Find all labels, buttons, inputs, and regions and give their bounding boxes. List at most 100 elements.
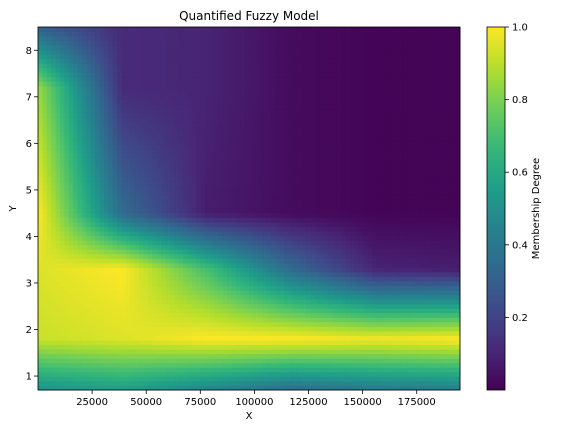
heatmap-cell	[301, 213, 307, 218]
heatmap-cell	[279, 154, 285, 159]
heatmap-cell	[389, 208, 395, 214]
heatmap-cell	[183, 344, 188, 350]
heatmap-cell	[306, 312, 311, 318]
heatmap-cell	[183, 190, 188, 196]
heatmap-cell	[200, 185, 206, 191]
heatmap-cell	[416, 326, 421, 332]
heatmap-cell	[165, 367, 171, 373]
heatmap-cell	[446, 176, 452, 182]
heatmap-cell	[46, 331, 52, 336]
heatmap-cell	[275, 362, 281, 368]
heatmap-cell	[205, 312, 210, 318]
heatmap-cell	[288, 272, 294, 277]
heatmap-cell	[275, 335, 281, 341]
heatmap-cell	[191, 231, 197, 237]
heatmap-cell	[125, 340, 131, 346]
heatmap-cell	[218, 362, 224, 368]
heatmap-cell	[125, 376, 131, 382]
heatmap-cell	[213, 262, 219, 268]
heatmap-cell	[209, 222, 215, 228]
heatmap-cell	[354, 371, 360, 377]
heatmap-cell	[301, 326, 307, 332]
heatmap-cell	[314, 380, 320, 386]
heatmap-cell	[121, 181, 127, 187]
heatmap-cell	[336, 376, 342, 382]
heatmap-cell	[314, 154, 320, 159]
heatmap-cell	[376, 385, 382, 391]
heatmap-cell	[411, 213, 417, 218]
heatmap-cell	[398, 158, 404, 164]
heatmap-cell	[68, 335, 74, 341]
heatmap-cell	[354, 340, 360, 346]
heatmap-cell	[73, 258, 78, 264]
heatmap-cell	[59, 362, 65, 368]
heatmap-cell	[174, 267, 180, 273]
heatmap-cell	[161, 249, 166, 255]
heatmap-cell	[372, 176, 377, 182]
heatmap-cell	[345, 349, 351, 355]
heatmap-cell	[297, 222, 303, 228]
heatmap-cell	[196, 290, 202, 296]
heatmap-cell	[77, 272, 83, 277]
heatmap-cell	[200, 244, 206, 250]
heatmap-cell	[455, 217, 461, 223]
heatmap-cell	[310, 290, 316, 296]
heatmap-cell	[130, 371, 136, 377]
heatmap-cell	[319, 226, 325, 232]
heatmap-cell	[134, 154, 140, 159]
heatmap-cell	[319, 203, 325, 209]
heatmap-cell	[402, 272, 408, 277]
heatmap-cell	[42, 321, 48, 327]
heatmap-cell	[183, 213, 188, 218]
heatmap-cell	[205, 294, 210, 300]
heatmap-cell	[341, 380, 347, 386]
heatmap-cell	[336, 290, 342, 296]
heatmap-cell	[134, 181, 140, 187]
heatmap-cell	[323, 203, 329, 209]
heatmap-cell	[398, 344, 404, 350]
heatmap-cell	[90, 262, 96, 268]
heatmap-cell	[314, 235, 320, 241]
heatmap-cell	[200, 380, 206, 386]
heatmap-cell	[183, 294, 188, 300]
heatmap-cell	[213, 194, 219, 200]
heatmap-cell	[350, 326, 355, 332]
heatmap-cell	[205, 335, 210, 341]
heatmap-cell	[297, 326, 303, 332]
heatmap-cell	[451, 380, 457, 386]
heatmap-cell	[117, 194, 122, 200]
heatmap-cell	[270, 367, 276, 373]
heatmap-cell	[416, 312, 421, 318]
heatmap-cell	[42, 331, 48, 336]
heatmap-cell	[310, 240, 316, 246]
heatmap-cell	[442, 303, 448, 309]
heatmap-cell	[385, 249, 391, 255]
heatmap-cell	[328, 290, 333, 296]
heatmap-cell	[134, 321, 140, 327]
heatmap-cell	[231, 290, 237, 296]
heatmap-cell	[196, 272, 202, 277]
heatmap-cell	[367, 362, 373, 368]
heatmap-cell	[103, 299, 109, 305]
heatmap-cell	[429, 312, 435, 318]
heatmap-cell	[429, 172, 435, 178]
heatmap-cell	[394, 380, 399, 386]
heatmap-cell	[68, 385, 74, 391]
heatmap-cell	[438, 303, 443, 309]
heatmap-cell	[306, 294, 311, 300]
heatmap-cell	[345, 326, 351, 332]
heatmap-cell	[367, 253, 373, 259]
heatmap-cell	[161, 290, 166, 296]
heatmap-cell	[227, 385, 232, 391]
heatmap-cell	[262, 321, 267, 327]
heatmap-cell	[385, 353, 391, 359]
heatmap-cell	[99, 272, 105, 277]
heatmap-cell	[363, 262, 369, 268]
heatmap-cell	[306, 340, 311, 346]
heatmap-cell	[174, 253, 180, 259]
heatmap-cell	[288, 240, 294, 246]
heatmap-cell	[95, 176, 100, 182]
heatmap-cell	[284, 335, 289, 341]
heatmap-cell	[77, 281, 83, 287]
heatmap-cell	[46, 294, 52, 300]
